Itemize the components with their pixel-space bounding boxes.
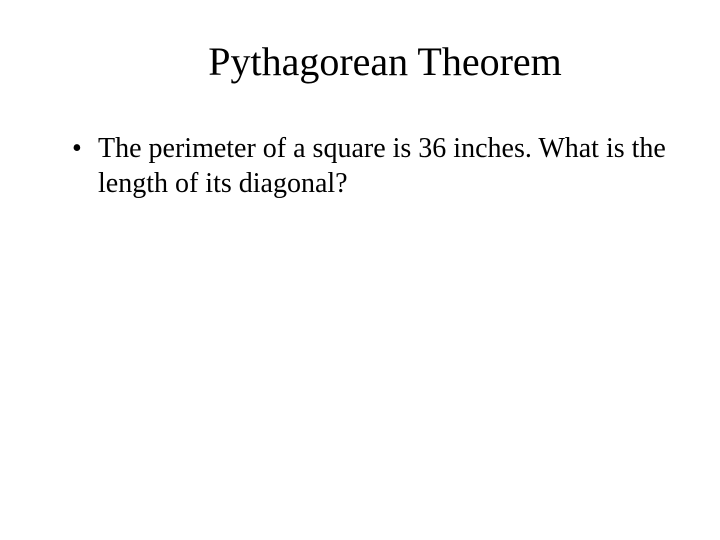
slide-title: Pythagorean Theorem — [54, 38, 666, 85]
bullet-item: The perimeter of a square is 36 inches. … — [68, 131, 666, 201]
bullet-list: The perimeter of a square is 36 inches. … — [54, 131, 666, 201]
slide-container: Pythagorean Theorem The perimeter of a s… — [0, 0, 720, 540]
